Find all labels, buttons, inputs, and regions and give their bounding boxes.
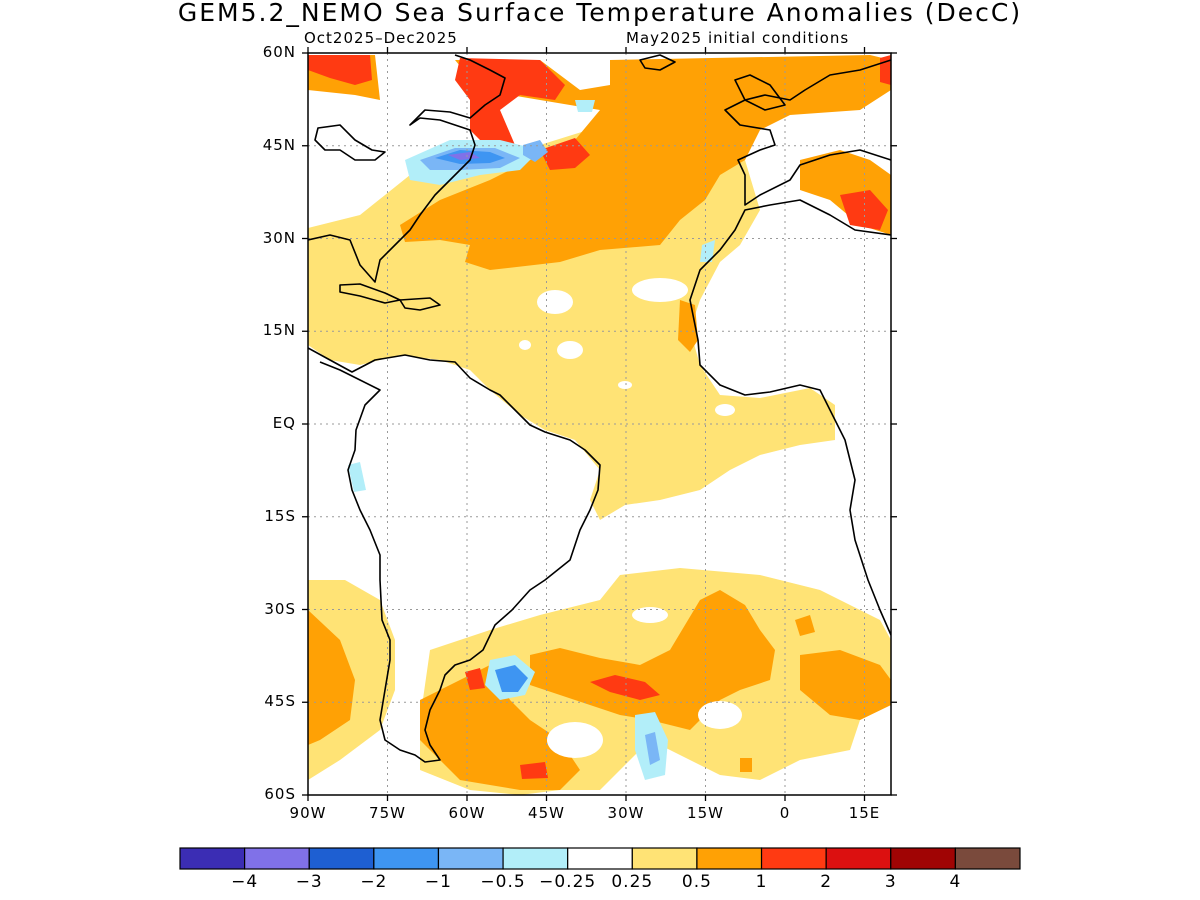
colorbar (179, 847, 1021, 870)
colorbar-swatch (890, 847, 956, 870)
colorbar-swatch (567, 847, 633, 870)
lat-tick-label: EQ (272, 414, 296, 432)
colorbar-label: 3 (884, 872, 897, 892)
lon-tick-label: 15W (687, 804, 724, 822)
lat-tick-label: 45N (262, 135, 296, 154)
colorbar-label: −4 (231, 872, 259, 892)
lat-tick-label: 15N (262, 321, 296, 340)
colorbar-label: 2 (820, 872, 833, 892)
lat-tick-label: 15S (264, 506, 296, 525)
colorbar-swatch (825, 847, 892, 870)
colorbar-swatch (502, 847, 569, 870)
anomaly-fill-negative (348, 100, 715, 780)
colorbar-label: 1 (755, 872, 768, 892)
cuba-coastline (339, 283, 401, 304)
lat-tick-label: 45S (264, 692, 296, 711)
lon-tick-label: 75W (369, 804, 406, 822)
map-title: GEM5.2_NEMO Sea Surface Temperature Anom… (177, 0, 1023, 27)
colorbar-label: 4 (949, 872, 962, 892)
coastline-outlines (308, 54, 891, 763)
colorbar-swatch (308, 847, 375, 870)
iceland-coastline (639, 54, 676, 71)
colorbar-label: 0.25 (611, 872, 654, 892)
lon-tick-label: 60W (448, 804, 486, 822)
great-lakes-coastline (314, 124, 386, 161)
colorbar-label: −2 (360, 872, 388, 892)
anomaly-field (308, 55, 891, 795)
colorbar-swatch (373, 847, 440, 870)
colorbar-swatch (631, 847, 698, 870)
colorbar-label: −3 (295, 872, 323, 892)
colorbar-label: −0.5 (480, 872, 526, 892)
lon-tick-label: 30W (607, 804, 645, 822)
colorbar-swatch (760, 847, 827, 870)
lon-tick-label: 90W (289, 804, 327, 822)
colorbar-swatch (437, 847, 504, 870)
lon-tick-label: 0 (779, 804, 791, 822)
colorbar-label: −1 (424, 872, 452, 892)
anomaly-neutral-patches (519, 278, 742, 758)
lat-tick-label: 30N (262, 228, 296, 247)
colorbar-label: −0.25 (539, 872, 597, 892)
south-america-coastline (308, 347, 601, 763)
valid-period-label: Oct2025–Dec2025 (304, 29, 458, 47)
lat-tick-label: 60S (264, 785, 296, 803)
axis-ticks (302, 47, 897, 801)
colorbar-label: 0.5 (681, 872, 712, 892)
hispaniola-coastline (399, 297, 441, 311)
colorbar-swatch (696, 847, 763, 870)
lon-tick-label: 15E (848, 804, 881, 822)
north-america-coastline (308, 54, 506, 283)
colorbar-swatch (954, 847, 1021, 870)
africa-coastline (689, 199, 891, 636)
lat-tick-label: 30S (264, 599, 296, 618)
colorbar-swatch (179, 847, 246, 870)
initial-conditions-label: May2025 initial conditions (626, 29, 850, 47)
europe-coastline (724, 59, 891, 206)
british-isles-coastline (734, 74, 786, 111)
colorbar-swatch (244, 847, 310, 870)
lon-tick-label: 45W (528, 804, 565, 822)
lat-tick-label: 60N (262, 43, 296, 61)
